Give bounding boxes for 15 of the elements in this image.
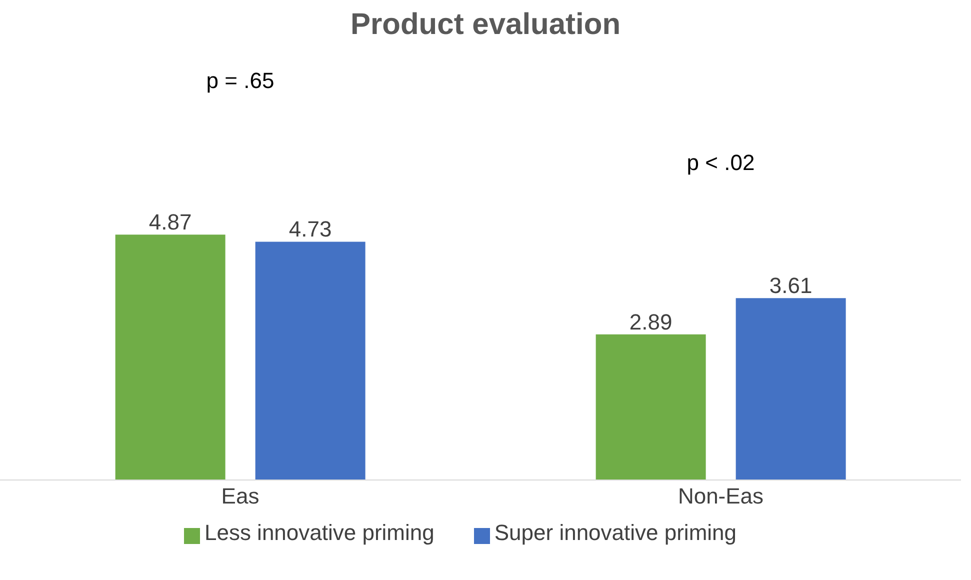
text: p < .02: [686, 150, 756, 176]
x-tick-label: Eas: [221, 484, 260, 509]
data-label: 4.87: [148, 210, 192, 235]
x-tick-label: Non-Eas: [678, 484, 764, 509]
data-label: 3.61: [769, 273, 812, 298]
data-label: 2.89: [629, 309, 672, 334]
text: p = .65: [205, 68, 276, 94]
bar: [596, 334, 706, 480]
bar: [736, 298, 846, 480]
chart-title: Product evaluation: [349, 8, 622, 42]
legend-label: Less innovative priming: [204, 520, 434, 545]
bar: [115, 234, 226, 480]
legend-label: Super innovative priming: [494, 520, 737, 545]
data-label: 4.73: [288, 216, 332, 242]
bar: [255, 242, 366, 480]
